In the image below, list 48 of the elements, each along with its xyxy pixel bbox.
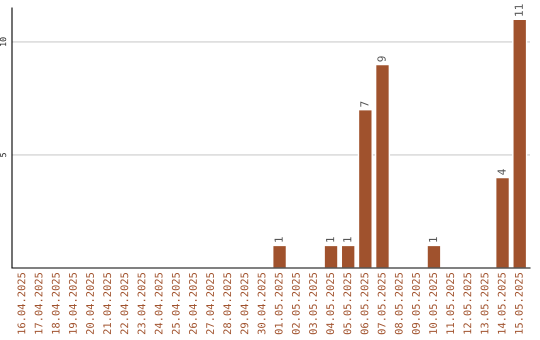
bar — [358, 109, 373, 268]
data-label: 1 — [274, 237, 283, 242]
data-label: 4 — [498, 169, 506, 175]
data-label: 1 — [326, 237, 334, 242]
x-tick-label: 16.04.2025 — [17, 273, 26, 334]
x-tick-label: 22.04.2025 — [120, 273, 128, 334]
bar — [512, 18, 528, 268]
x-tick-label: 29.04.2025 — [240, 273, 248, 334]
y-tick-label: 5 — [0, 153, 6, 157]
x-tick-label: 04.05.2025 — [326, 273, 334, 334]
bar — [374, 64, 390, 268]
x-tick-label: 07.05.2025 — [378, 273, 386, 334]
x-tick-label: 05.05.2025 — [343, 273, 352, 334]
bar — [323, 244, 339, 268]
x-tick-label: 25.04.2025 — [172, 273, 180, 334]
x-tick-label: 13.05.2025 — [480, 273, 488, 334]
x-tick-label: 27.04.2025 — [206, 273, 214, 334]
x-tick-label: 21.04.2025 — [103, 273, 112, 334]
x-tick-label: 15.05.2025 — [514, 273, 523, 334]
data-label: 1 — [428, 237, 438, 242]
x-tick-label: 23.04.2025 — [138, 273, 146, 334]
data-label: 9 — [377, 56, 386, 62]
data-label: 7 — [360, 102, 368, 107]
x-tick-label: 18.04.2025 — [52, 273, 60, 334]
x-tick-label: 12.05.2025 — [463, 273, 472, 334]
bar — [272, 244, 288, 268]
x-tick-label: 06.05.2025 — [360, 273, 368, 334]
x-tick-label: 02.05.2025 — [292, 273, 300, 334]
x-tick-label: 24.04.2025 — [154, 273, 163, 334]
x-tick-label: 11.05.2025 — [446, 273, 454, 334]
x-tick-label: 20.04.2025 — [86, 273, 94, 334]
x-tick-label: 26.04.2025 — [188, 273, 197, 334]
x-tick-label: 03.05.2025 — [309, 273, 317, 334]
x-tick-label: 14.05.2025 — [498, 273, 506, 334]
x-tick-label: 10.05.2025 — [429, 273, 437, 334]
x-tick-label: 19.04.2025 — [68, 273, 77, 334]
x-tick-label: 09.05.2025 — [412, 273, 420, 334]
y-tick-label: 10 — [0, 37, 6, 46]
bar — [340, 244, 356, 268]
data-label: 11 — [514, 4, 523, 16]
bar — [426, 244, 442, 268]
x-tick-label: 30.04.2025 — [258, 273, 266, 334]
data-label: 1 — [343, 237, 352, 242]
x-tick-label: 01.05.2025 — [274, 273, 283, 334]
x-tick-label: 08.05.2025 — [394, 273, 403, 334]
bar — [495, 176, 510, 268]
x-tick-label: 17.04.2025 — [34, 273, 42, 334]
x-tick-label: 28.04.2025 — [223, 273, 232, 334]
